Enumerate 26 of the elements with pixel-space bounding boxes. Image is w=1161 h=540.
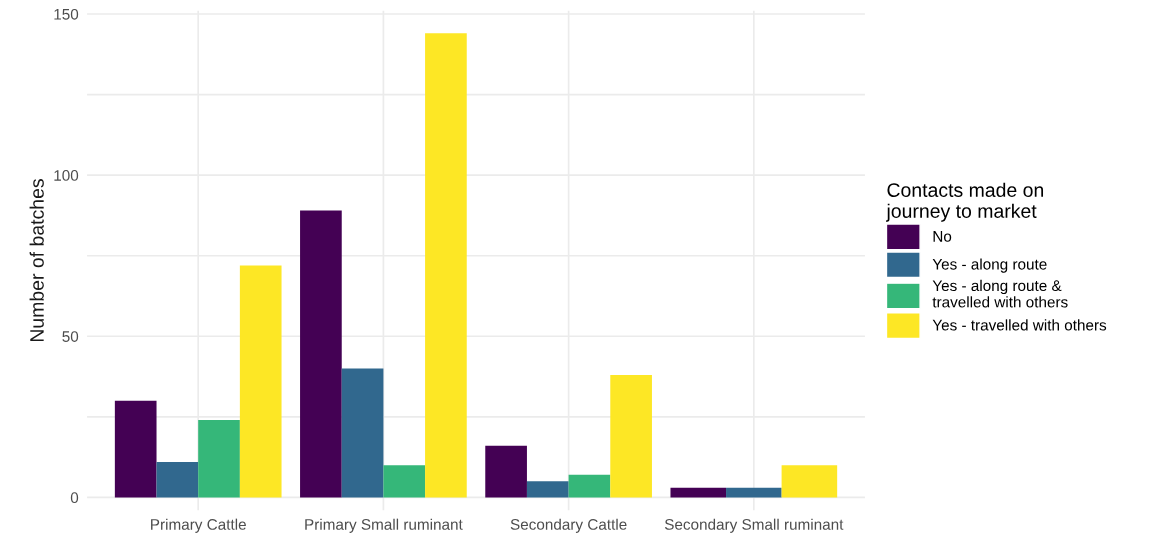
x-tick-label: Primary Small ruminant [305,518,463,533]
bar [526,481,569,498]
bar [383,465,426,498]
bar [114,400,157,498]
y-tick-label: 0 [70,492,79,504]
x-tick-label: Secondary Small ruminant [664,518,844,533]
bar [156,461,199,498]
legend-label: Yes - along route & travelled with others [932,279,1068,308]
y-tick-label: 100 [54,170,79,181]
y-axis-title: Number of batches [29,179,44,342]
legend-label: Yes - travelled with others [932,319,1107,331]
bar [341,368,384,498]
legend-title: Contacts made on journey to market [886,182,1044,222]
legend-label: Yes - along route [932,258,1047,273]
legend-label: No [933,231,952,242]
y-tick-label: 50 [62,331,79,342]
bar [425,33,467,498]
x-tick-label: Primary Cattle [151,518,246,533]
bar [198,420,240,498]
bar [568,474,611,498]
bar [610,374,652,498]
y-tick-label: 150 [54,8,79,20]
bar [300,210,342,498]
bar [485,445,527,498]
x-tick-label: Secondary Cattle [510,518,627,533]
bar [239,265,282,498]
